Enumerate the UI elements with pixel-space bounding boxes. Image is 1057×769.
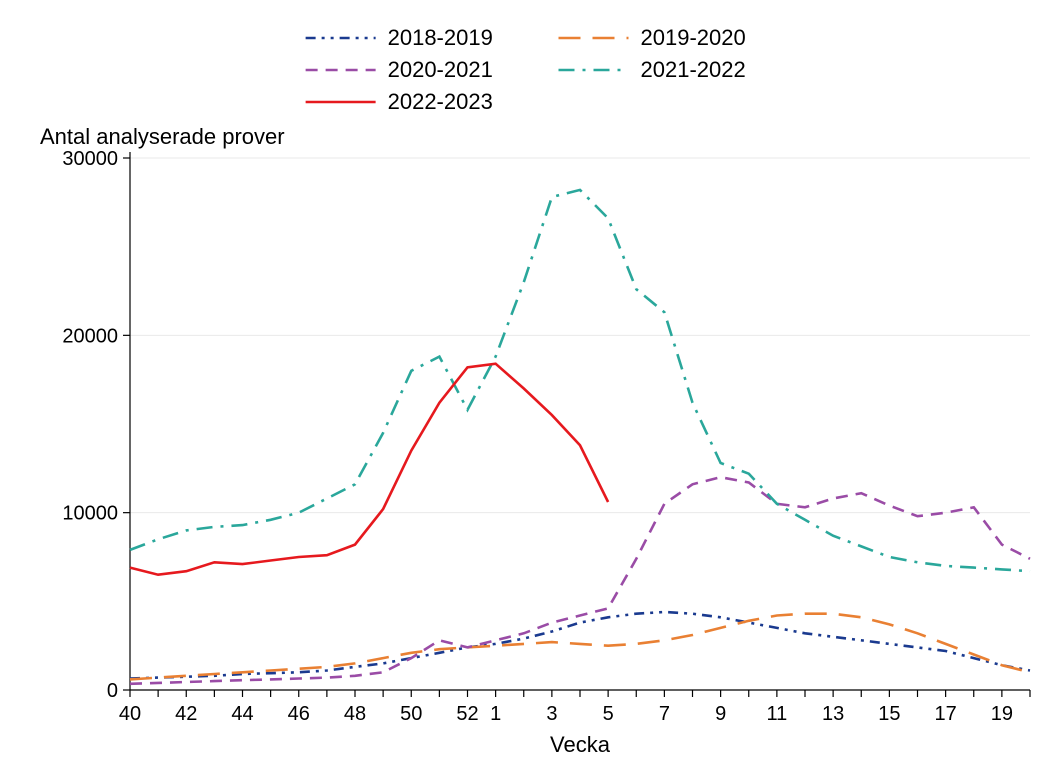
y-tick-label: 20000	[62, 325, 118, 347]
legend-label: 2018-2019	[388, 25, 493, 50]
x-tick-label: 50	[400, 703, 422, 725]
legend-label: 2019-2020	[641, 25, 746, 50]
x-tick-label: 5	[603, 703, 614, 725]
chart-container: 2018-2019 2019-2020 2020-2021 2021-2022 2022…	[0, 0, 1057, 769]
x-tick-label: 9	[715, 703, 726, 725]
x-tick-label: 17	[935, 703, 957, 725]
x-tick-label: 19	[991, 703, 1013, 725]
y-tick-label: 10000	[62, 503, 118, 525]
x-tick-label: 3	[546, 703, 557, 725]
legend-label: 2022-2023	[388, 89, 493, 114]
legend-label: 2021-2022	[641, 57, 746, 82]
chart-subtitle: Antal analyserade prover	[40, 124, 285, 149]
y-tick-label: 30000	[62, 148, 118, 170]
x-tick-label: 7	[659, 703, 670, 725]
x-tick-label: 15	[878, 703, 900, 725]
x-tick-label: 42	[175, 703, 197, 725]
x-tick-label: 13	[822, 703, 844, 725]
x-axis-title: Vecka	[550, 732, 611, 757]
x-tick-label: 1	[490, 703, 501, 725]
y-tick-label: 0	[107, 680, 118, 702]
x-tick-label: 40	[119, 703, 141, 725]
x-tick-label: 11	[766, 703, 787, 725]
legend-label: 2020-2021	[388, 57, 493, 82]
x-tick-label: 44	[231, 703, 253, 725]
x-tick-label: 46	[288, 703, 310, 725]
x-tick-label: 48	[344, 703, 366, 725]
x-tick-label: 52	[456, 703, 478, 725]
line-chart: 2018-2019 2019-2020 2020-2021 2021-2022 2022…	[0, 0, 1057, 769]
